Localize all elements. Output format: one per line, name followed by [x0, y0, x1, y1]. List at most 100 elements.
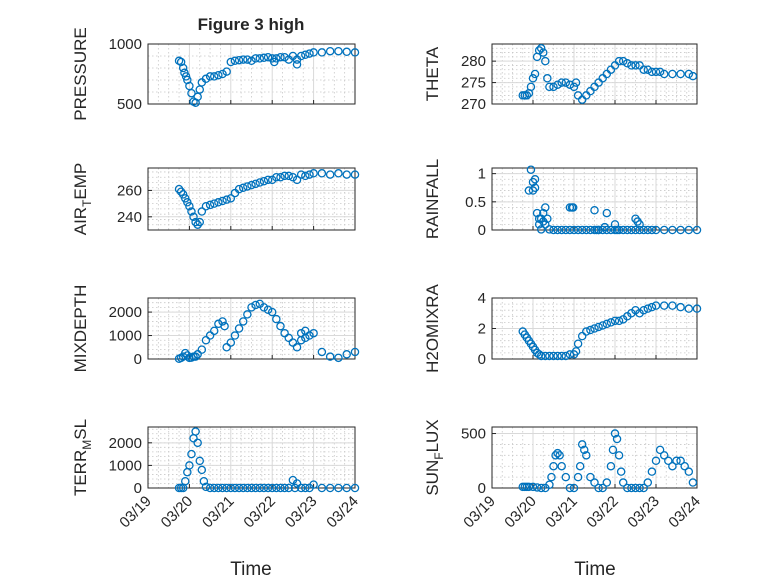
data-point	[309, 169, 318, 178]
panel-theta: 270 275 280 THETA	[423, 43, 698, 113]
data-point	[263, 52, 273, 62]
y-axis-label: RAINFALL	[423, 159, 442, 239]
data-point	[317, 169, 327, 178]
data-point	[569, 483, 579, 493]
data-point	[676, 225, 685, 235]
data-point	[234, 324, 244, 333]
data-point	[292, 343, 302, 352]
data-point	[220, 321, 229, 331]
data-point	[635, 225, 644, 235]
data-point	[610, 316, 620, 326]
data-point	[350, 48, 360, 57]
data-point	[296, 483, 306, 493]
data-point	[280, 328, 289, 338]
y-tick-label: 275	[461, 75, 486, 92]
data-point	[651, 67, 661, 77]
data-point	[631, 61, 640, 70]
data-point	[627, 61, 636, 70]
data-point	[181, 348, 190, 358]
data-point	[226, 338, 236, 347]
data-point	[195, 456, 204, 466]
data-point	[541, 351, 550, 361]
data-point	[267, 483, 277, 493]
data-point	[209, 483, 219, 493]
data-point	[342, 350, 351, 359]
panel-pressure: 500 1000 PRESSURE	[71, 27, 360, 121]
data-point	[222, 343, 231, 352]
data-point	[243, 483, 252, 493]
data-point	[530, 69, 540, 79]
data-point	[668, 225, 677, 235]
data-point	[668, 69, 677, 79]
data-point	[238, 317, 248, 326]
data-point	[534, 350, 544, 359]
data-point	[238, 55, 248, 64]
data-point	[251, 483, 260, 493]
data-point	[606, 461, 616, 471]
data-point	[218, 317, 227, 326]
data-point	[528, 482, 538, 492]
data-point	[627, 225, 636, 235]
data-point	[573, 339, 583, 348]
data-point	[267, 175, 277, 185]
data-point	[238, 183, 248, 193]
panel-rainfall: 0 0.5 1 RAINFALL	[423, 159, 702, 239]
data-point	[218, 69, 227, 79]
data-point	[259, 303, 269, 312]
data-point	[561, 351, 571, 361]
data-point	[575, 461, 585, 471]
data-point	[193, 438, 202, 448]
data-point	[547, 472, 556, 482]
data-point	[659, 301, 669, 310]
data-point	[292, 175, 302, 185]
data-point	[234, 184, 244, 194]
data-point	[342, 47, 351, 57]
data-point	[350, 170, 360, 179]
x-tick-label: 03/22	[240, 493, 279, 532]
data-point	[288, 338, 298, 347]
data-point	[528, 74, 538, 83]
data-point	[243, 182, 252, 191]
data-point	[647, 67, 657, 77]
data-point	[684, 225, 694, 235]
data-point	[672, 456, 681, 466]
data-point	[598, 483, 607, 493]
data-point	[668, 461, 677, 471]
y-tick-label: 2	[478, 321, 486, 338]
data-point	[639, 483, 648, 493]
data-point	[664, 456, 673, 466]
data-point	[195, 217, 204, 227]
data-point	[618, 225, 628, 235]
data-point	[598, 321, 607, 330]
data-point	[549, 461, 558, 471]
data-point	[334, 483, 343, 493]
y-tick-label: 500	[117, 96, 142, 113]
y-tick-label: 0	[134, 351, 142, 368]
data-point	[569, 225, 579, 235]
x-tick-label: 03/20	[501, 493, 540, 532]
data-point	[218, 483, 227, 493]
y-tick-label: 260	[117, 182, 142, 199]
y-tick-label: 270	[461, 96, 486, 113]
data-point	[577, 331, 587, 341]
data-point	[545, 351, 554, 361]
data-point	[251, 300, 260, 310]
y-tick-label: 4	[478, 290, 486, 307]
y-axis-label: AIRTEMP	[71, 163, 94, 236]
data-point	[350, 483, 360, 493]
data-point	[651, 225, 661, 235]
data-point	[684, 304, 694, 313]
data-point	[334, 353, 343, 363]
data-point	[276, 483, 285, 493]
data-point	[643, 65, 653, 74]
data-point	[309, 328, 318, 338]
data-point	[187, 449, 196, 459]
y-tick-label: 2000	[109, 435, 142, 452]
y-tick-label: 0	[478, 480, 486, 497]
data-point	[549, 82, 558, 92]
figure-title: Figure 3 high	[198, 15, 305, 34]
data-point	[251, 54, 260, 63]
data-point	[602, 478, 612, 487]
data-point	[185, 461, 194, 470]
x-tick-label: 03/24	[665, 493, 704, 532]
